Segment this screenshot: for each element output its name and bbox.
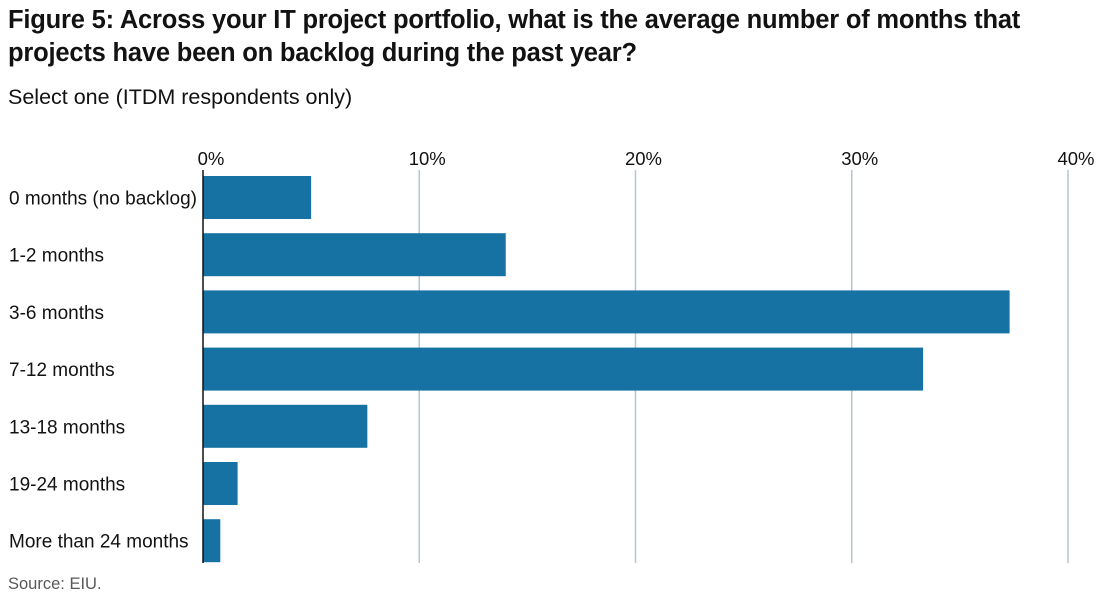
x-tick-label: 40% [1057,148,1094,169]
tick-labels: 0% 10% 20% 30% 40% [198,148,1095,169]
bars [203,176,1010,563]
category-label: 13-18 months [9,417,125,438]
x-tick-label: 20% [625,148,662,169]
x-tick-label: 30% [841,148,878,169]
bar [203,519,221,563]
x-tick-label: 0% [198,148,225,169]
category-label: 7-12 months [9,360,115,381]
category-label: 1-2 months [9,246,104,267]
bar [203,233,506,277]
category-labels: 0 months (no backlog) 1-2 months 3-6 month… [9,189,197,553]
x-tick-label: 10% [409,148,446,169]
category-label: 0 months (no backlog) [9,189,197,210]
bar [203,404,368,448]
bar [203,176,312,219]
source-note: Source: EIU. [8,575,102,593]
bar [203,290,1010,334]
category-label: 19-24 months [9,475,125,496]
bar [203,462,238,505]
category-label: 3-6 months [9,303,104,324]
bar [203,347,924,391]
chart-title: Figure 5: Across your IT project portfol… [8,6,1021,67]
chart-subtitle: Select one (ITDM respondents only) [8,85,353,109]
category-label: More than 24 months [9,532,189,553]
